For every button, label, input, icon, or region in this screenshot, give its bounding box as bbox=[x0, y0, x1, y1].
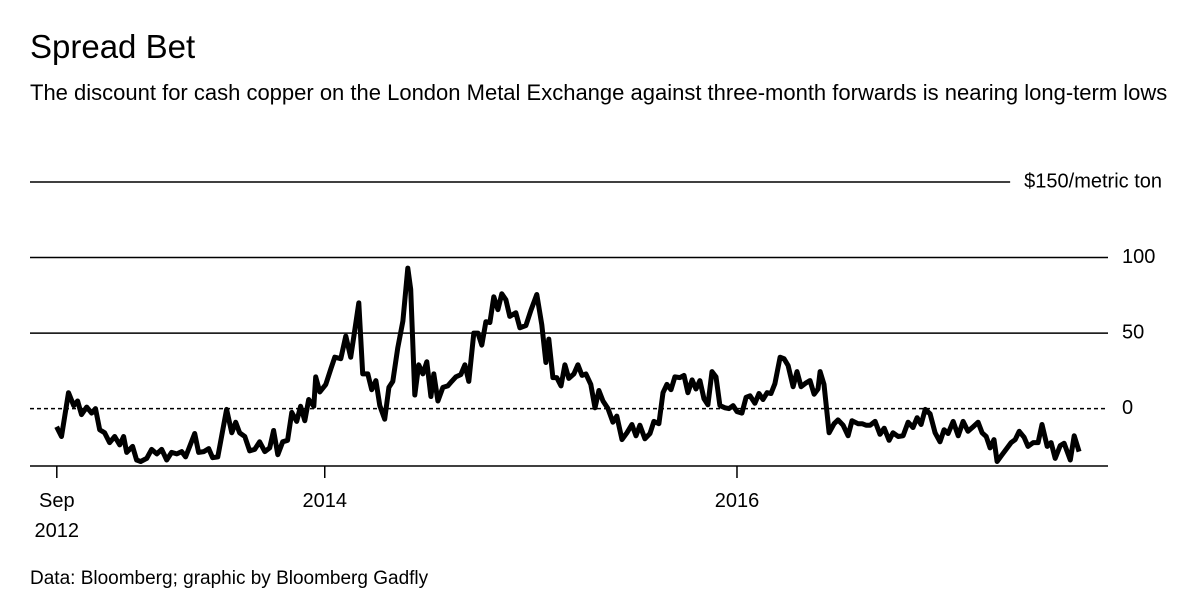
y-tick-label: 0 bbox=[1122, 397, 1133, 419]
x-tick-label: 2016 bbox=[714, 490, 760, 512]
chart-title: Spread Bet bbox=[30, 28, 196, 65]
source-note: Data: Bloomberg; graphic by Bloomberg Ga… bbox=[30, 568, 429, 589]
chart-subtitle: The discount for cash copper on the Lond… bbox=[30, 80, 1168, 105]
x-tick-label: 2014 bbox=[302, 490, 347, 512]
x-tick-label: Sep 2012 bbox=[34, 490, 80, 542]
y-tick-label: 50 bbox=[1122, 321, 1144, 343]
y-tick-label: 100 bbox=[1122, 246, 1155, 268]
data-line bbox=[54, 265, 1082, 464]
y-tick-label: $150/metric ton bbox=[1024, 170, 1162, 192]
